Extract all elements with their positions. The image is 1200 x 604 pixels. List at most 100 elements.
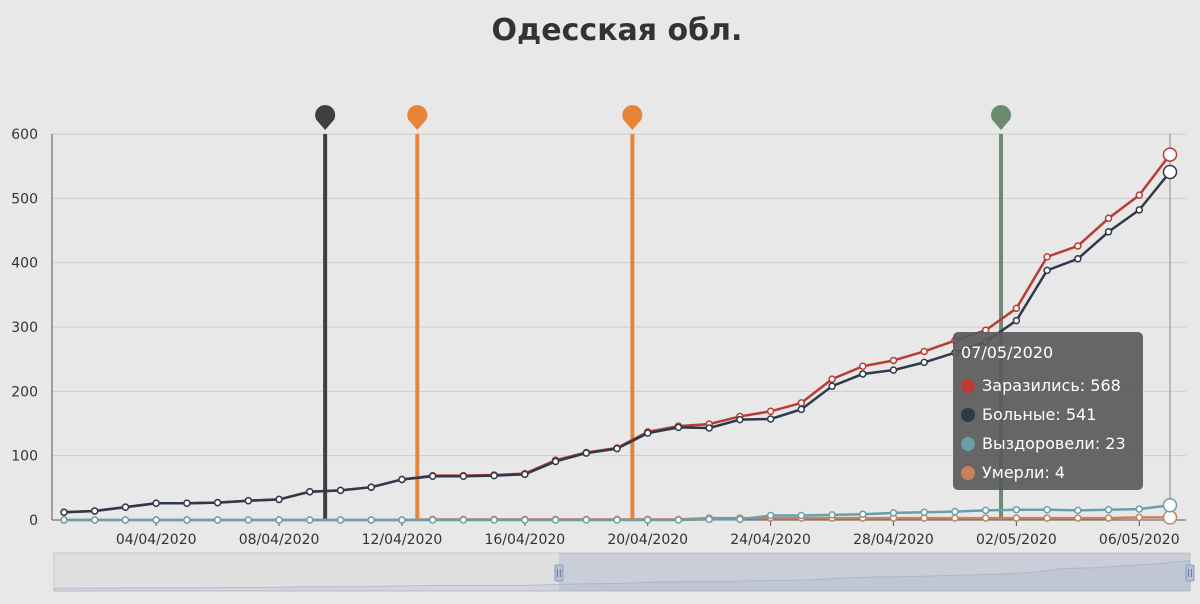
hover-point[interactable] <box>1162 497 1178 513</box>
data-point[interactable] <box>889 356 898 365</box>
data-point[interactable] <box>889 509 898 517</box>
data-point[interactable] <box>705 424 713 432</box>
data-point[interactable] <box>1104 505 1113 514</box>
data-point[interactable] <box>674 423 683 432</box>
data-point[interactable] <box>1043 505 1051 514</box>
data-point[interactable] <box>1135 505 1144 513</box>
data-point[interactable] <box>367 516 375 524</box>
data-point[interactable] <box>766 415 775 423</box>
data-point[interactable] <box>1074 514 1082 522</box>
data-point[interactable] <box>736 515 744 524</box>
data-point[interactable] <box>183 516 191 524</box>
data-point[interactable] <box>674 516 683 524</box>
data-point[interactable] <box>582 449 591 457</box>
data-point[interactable] <box>797 399 806 407</box>
data-point[interactable] <box>90 507 99 515</box>
data-point[interactable] <box>828 511 836 519</box>
data-point[interactable] <box>859 510 867 518</box>
data-point[interactable] <box>1012 514 1021 522</box>
data-point[interactable] <box>1012 505 1021 514</box>
data-point[interactable] <box>213 516 222 524</box>
data-point[interactable] <box>521 470 529 479</box>
data-point[interactable] <box>428 472 437 481</box>
data-point[interactable] <box>1012 304 1021 313</box>
data-point[interactable] <box>459 516 468 524</box>
data-point[interactable] <box>1074 242 1082 250</box>
data-point[interactable] <box>1074 506 1082 515</box>
data-point[interactable] <box>1135 206 1144 214</box>
data-point[interactable] <box>859 362 867 370</box>
data-point[interactable] <box>551 457 560 466</box>
data-point[interactable] <box>613 516 621 524</box>
data-point[interactable] <box>920 358 928 367</box>
data-point[interactable] <box>121 503 130 511</box>
data-point[interactable] <box>459 472 468 481</box>
data-point[interactable] <box>797 511 806 520</box>
data-point[interactable] <box>981 506 990 515</box>
event-marker-pin-icon[interactable] <box>991 105 1012 130</box>
data-point[interactable] <box>244 516 253 524</box>
data-point[interactable] <box>797 405 806 414</box>
data-point[interactable] <box>1104 514 1113 522</box>
data-point[interactable] <box>1074 255 1082 263</box>
data-point[interactable] <box>152 516 160 524</box>
data-point[interactable] <box>367 483 375 491</box>
navigator-left-handle[interactable] <box>554 564 564 582</box>
data-point[interactable] <box>859 370 867 378</box>
data-point[interactable] <box>981 514 990 522</box>
hover-point[interactable] <box>1162 147 1178 162</box>
data-point[interactable] <box>521 516 529 524</box>
data-point[interactable] <box>1104 214 1113 223</box>
data-point[interactable] <box>121 516 130 524</box>
hover-point[interactable] <box>1162 510 1178 525</box>
data-point[interactable] <box>920 508 928 517</box>
data-point[interactable] <box>244 496 253 505</box>
data-point[interactable] <box>1012 316 1021 325</box>
data-point[interactable] <box>306 487 314 496</box>
data-point[interactable] <box>1043 266 1051 275</box>
data-point[interactable] <box>1043 253 1051 261</box>
data-point[interactable] <box>213 498 222 507</box>
data-point[interactable] <box>1135 191 1144 199</box>
data-point[interactable] <box>490 471 498 480</box>
data-point[interactable] <box>60 508 68 517</box>
data-point[interactable] <box>428 516 437 524</box>
event-marker-pin-icon[interactable] <box>622 105 643 130</box>
data-point[interactable] <box>828 382 836 390</box>
data-point[interactable] <box>643 429 652 437</box>
data-point[interactable] <box>336 516 345 524</box>
data-point[interactable] <box>828 375 836 383</box>
data-point[interactable] <box>275 516 283 524</box>
data-point[interactable] <box>951 507 959 516</box>
data-point[interactable] <box>582 516 591 524</box>
data-point[interactable] <box>60 516 68 524</box>
data-point[interactable] <box>306 516 314 524</box>
data-point[interactable] <box>398 475 406 484</box>
data-point[interactable] <box>766 407 775 416</box>
data-point[interactable] <box>183 499 191 508</box>
data-point[interactable] <box>705 515 713 524</box>
data-point[interactable] <box>643 516 652 524</box>
range-navigator[interactable] <box>53 552 1195 592</box>
event-marker-pin-icon[interactable] <box>407 105 428 130</box>
data-point[interactable] <box>336 486 345 495</box>
data-point[interactable] <box>398 516 406 524</box>
data-point[interactable] <box>1104 228 1113 236</box>
data-point[interactable] <box>766 511 775 520</box>
data-point[interactable] <box>951 514 959 522</box>
event-marker-pin-icon[interactable] <box>315 105 336 130</box>
data-points[interactable] <box>60 147 1178 525</box>
data-point[interactable] <box>152 499 160 508</box>
data-point[interactable] <box>889 366 898 374</box>
hover-point[interactable] <box>1162 164 1178 180</box>
data-point[interactable] <box>275 495 283 504</box>
data-point[interactable] <box>90 516 99 524</box>
data-point[interactable] <box>736 415 744 424</box>
data-point[interactable] <box>1043 514 1051 522</box>
navigator-right-handle[interactable] <box>1185 564 1195 582</box>
data-point[interactable] <box>490 516 498 524</box>
data-point[interactable] <box>1135 513 1144 522</box>
data-point[interactable] <box>920 347 928 356</box>
data-point[interactable] <box>613 444 621 453</box>
